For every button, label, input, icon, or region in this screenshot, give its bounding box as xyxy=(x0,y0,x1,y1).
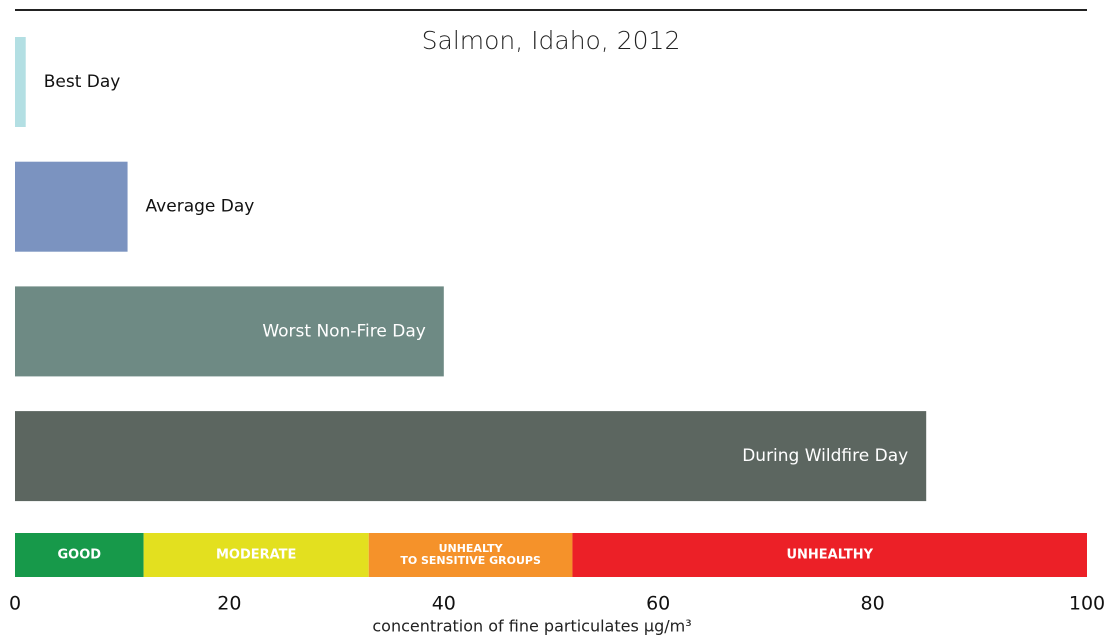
bar-label: Best Day xyxy=(44,72,121,92)
x-tick-label: 100 xyxy=(1069,593,1105,615)
aqi-band xyxy=(368,533,573,577)
bar-label: Worst Non-Fire Day xyxy=(262,321,425,341)
aqi-band-label: GOOD xyxy=(58,548,102,563)
chart-title: Salmon, Idaho, 2012 xyxy=(422,26,681,55)
bar xyxy=(15,286,444,377)
aqi-band-label: TO SENSITIVE GROUPS xyxy=(400,554,541,567)
bar-label: During Wildfire Day xyxy=(742,446,908,466)
aqi-band xyxy=(15,533,144,577)
bar xyxy=(15,411,927,502)
bar-label: Average Day xyxy=(146,197,255,217)
bar xyxy=(15,37,26,127)
bar xyxy=(15,161,128,252)
x-axis-label: concentration of fine particulates µg/m³ xyxy=(372,617,691,636)
aqi-band-label: MODERATE xyxy=(216,548,296,563)
x-tick-label: 40 xyxy=(432,593,456,615)
x-tick-label: 20 xyxy=(217,593,241,615)
aqi-band xyxy=(572,533,1087,577)
x-tick-label: 0 xyxy=(9,593,21,615)
aqi-band xyxy=(143,533,369,577)
x-tick-label: 60 xyxy=(646,593,670,615)
x-tick-label: 80 xyxy=(861,593,885,615)
aqi-band-label: UNHEALTHY xyxy=(786,548,873,563)
aqi-band-label: UNHEALTY xyxy=(439,542,504,555)
